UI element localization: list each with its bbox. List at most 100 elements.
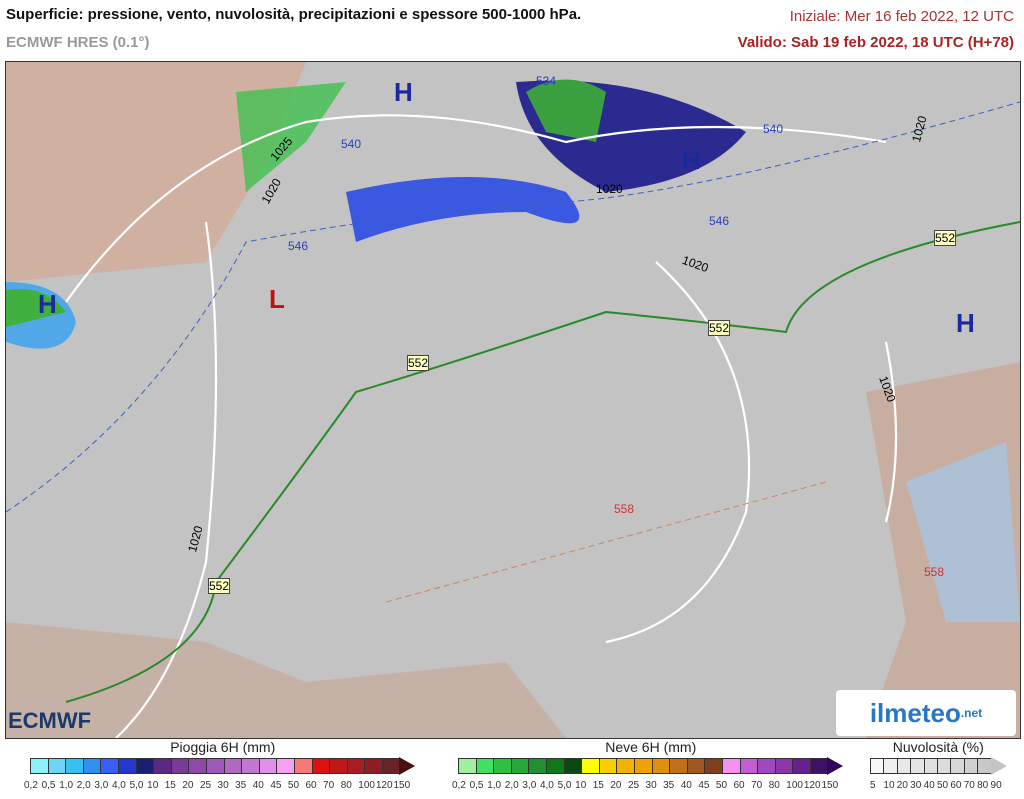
tick-label: 150: [821, 780, 839, 791]
tick-label: 150: [393, 780, 411, 791]
rain-legend-title: Pioggia 6H (mm): [170, 739, 276, 755]
color-swatch: [686, 758, 706, 774]
color-swatch: [47, 758, 67, 774]
colorbar-arrow: [827, 757, 844, 775]
tick-label: 0,2: [452, 780, 466, 791]
thickness-label: 558: [614, 502, 635, 516]
color-swatch: [809, 758, 829, 774]
tick-label: 70: [963, 780, 975, 791]
tick-label: 3,0: [522, 780, 537, 791]
tick-label: 40: [680, 780, 692, 791]
valid-time: Valido: Sab 19 feb 2022, 18 UTC (H+78): [737, 34, 1014, 51]
tick-label: 1,0: [59, 780, 74, 791]
thickness-label: 546: [709, 214, 730, 228]
tick-label: 25: [627, 780, 640, 791]
color-swatch: [950, 758, 965, 774]
cloud-colorbar: [870, 757, 1007, 775]
tick-label: 60: [950, 780, 962, 791]
tick-label: 70: [323, 780, 335, 791]
colorbar-arrow: [399, 757, 416, 775]
snow-legend-title: Neve 6H (mm): [605, 739, 697, 755]
precip-area: [346, 177, 580, 242]
ilmeteo-logo[interactable]: ilmeteo .net: [836, 690, 1016, 736]
color-swatch: [475, 758, 495, 774]
tick-label: 70: [751, 780, 763, 791]
rain-colorbar: [30, 757, 416, 775]
tick-label: 15: [592, 780, 604, 791]
colorbar-arrow: [990, 757, 1007, 775]
tick-label: 35: [235, 780, 247, 791]
init-time: Iniziale: Mer 16 feb 2022, 12 UTC: [789, 8, 1014, 25]
tick-label: 100: [786, 780, 803, 791]
thickness-label: 552: [407, 355, 430, 371]
color-swatch: [329, 758, 348, 774]
color-swatch: [757, 758, 776, 774]
tick-label: 0,2: [24, 780, 38, 791]
thickness-label: 534: [536, 74, 557, 88]
ilmeteo-logo-text: ilmeteo: [869, 697, 961, 728]
color-swatch: [774, 758, 794, 774]
color-swatch: [241, 758, 260, 774]
tick-label: 100: [358, 780, 375, 791]
snow-legend: Neve 6H (mm) 0,2 0,5 1,0 2,0 3,0 4,0 5,0 10 15 20…: [452, 739, 844, 791]
sea-region: [906, 442, 1020, 622]
thickness-label: 540: [763, 122, 784, 136]
tick-label: 120: [803, 780, 821, 791]
rain-legend: Pioggia 6H (mm) 0,2 0,5 1,0 2,0 3,0 4,0 5,0 10 1…: [24, 739, 416, 791]
thickness-label: 540: [341, 137, 362, 151]
tick-label: 90: [990, 780, 1002, 791]
thickness-label: 552: [934, 230, 957, 246]
ilmeteo-logo-suffix: .net: [960, 706, 983, 720]
tick-label: 4,0: [111, 780, 126, 791]
tick-label: 0,5: [469, 780, 484, 791]
color-swatch: [883, 758, 898, 774]
color-swatch: [896, 758, 912, 774]
thickness-label: 546: [288, 239, 309, 253]
color-swatch: [528, 758, 547, 774]
color-swatch: [936, 758, 952, 774]
precip-area: [6, 288, 66, 327]
tick-label: 45: [698, 780, 710, 791]
color-swatch: [963, 758, 979, 774]
tick-label: 80: [977, 780, 989, 791]
color-swatch: [100, 758, 119, 774]
tick-label: 1,0: [487, 780, 502, 791]
color-swatch: [205, 758, 225, 774]
color-swatch: [581, 758, 600, 774]
weather-map[interactable]: H H H H L 1025 1020 1020 1020 1020 1020 …: [5, 61, 1021, 739]
thickness-label: 552: [208, 578, 231, 594]
color-swatch: [704, 758, 723, 774]
tick-label: 5,0: [129, 780, 144, 791]
color-swatch: [117, 758, 137, 774]
tick-label: 5,0: [557, 780, 572, 791]
color-swatch: [82, 758, 102, 774]
color-swatch: [381, 758, 401, 774]
color-swatch: [170, 758, 190, 774]
tick-label: 45: [270, 780, 282, 791]
cloud-ticks: 5 10 20 30 40 50 60 70 80 90: [870, 780, 1007, 791]
tick-label: 2,0: [76, 780, 91, 791]
color-swatch: [563, 758, 583, 774]
color-swatch: [65, 758, 84, 774]
tick-label: 2,0: [504, 780, 519, 791]
color-swatch: [293, 758, 313, 774]
tick-label: 0,5: [41, 780, 56, 791]
color-swatch: [721, 758, 741, 774]
thickness-label: 558: [924, 565, 945, 579]
tick-label: 15: [164, 780, 176, 791]
tick-label: 30: [217, 780, 229, 791]
low-pressure-label: L: [269, 284, 285, 314]
tick-label: 120: [375, 780, 393, 791]
color-swatch: [188, 758, 207, 774]
color-swatch: [510, 758, 530, 774]
tick-label: 30: [910, 780, 922, 791]
tick-label: 10: [883, 780, 895, 791]
snow-colorbar: [458, 757, 844, 775]
land-region: [6, 622, 566, 738]
snow-ticks: 0,2 0,5 1,0 2,0 3,0 4,0 5,0 10 15 20 25 30 35 40 45 50 6…: [452, 780, 843, 791]
cloud-legend-title: Nuvolosità (%): [892, 739, 984, 755]
tick-label: 60: [733, 780, 745, 791]
color-swatch: [669, 758, 688, 774]
color-swatch: [311, 758, 331, 774]
color-swatch: [545, 758, 565, 774]
